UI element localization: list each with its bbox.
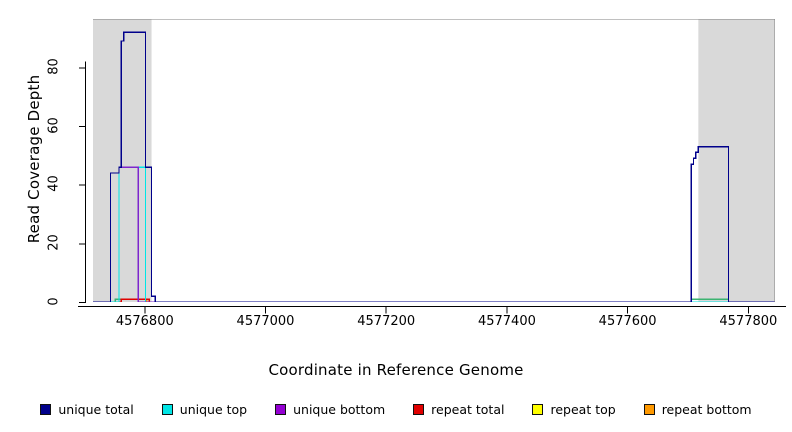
legend-swatch-icon xyxy=(532,403,544,415)
shaded-region xyxy=(698,19,775,302)
legend-label: repeat top xyxy=(550,401,616,417)
x-axis-title: Coordinate in Reference Genome xyxy=(268,361,524,379)
legend-swatch-icon xyxy=(161,403,173,415)
legend-item-repeat-total[interactable]: repeat total xyxy=(413,402,504,417)
legend-label: repeat total xyxy=(431,401,505,417)
y-axis-tick-label: 40 xyxy=(46,175,62,192)
x-axis-tick-label: 4576800 xyxy=(115,314,174,329)
plot-area xyxy=(93,19,775,302)
legend-item-unique-bottom[interactable]: unique bottom xyxy=(275,402,385,417)
y-axis-tick-label: 60 xyxy=(46,116,62,134)
series-line-repeat-total xyxy=(93,298,775,302)
legend-swatch-icon xyxy=(413,403,425,415)
shaded-region xyxy=(93,19,152,302)
series-line-unique-total xyxy=(93,31,775,302)
legend-item-repeat-bottom[interactable]: repeat bottom xyxy=(643,401,752,417)
legend-label: repeat bottom xyxy=(661,401,752,417)
chart-legend: unique total unique top unique bottom repea… xyxy=(0,398,792,420)
legend-swatch-icon xyxy=(643,403,655,415)
plot-canvas xyxy=(93,19,775,302)
y-axis-title: Read Coverage Depth xyxy=(25,74,43,244)
legend-label: unique bottom xyxy=(293,401,386,417)
y-axis-tick-label: 20 xyxy=(46,234,62,251)
series-line-unique-bottom xyxy=(93,145,775,302)
x-axis-tick-label: 4577000 xyxy=(236,314,295,329)
legend-label: unique total xyxy=(58,401,134,417)
y-axis-tick-label: 80 xyxy=(46,58,62,75)
legend-swatch-icon xyxy=(40,403,52,415)
x-axis-tick-label: 4577600 xyxy=(598,314,657,329)
y-axis-tick-label: 0 xyxy=(46,296,62,306)
x-axis-tick-label: 4577200 xyxy=(357,314,416,329)
plot-frame xyxy=(93,19,775,302)
x-axis-tick-label: 4577400 xyxy=(477,314,536,329)
legend-swatch-icon xyxy=(275,403,287,415)
x-axis-tick-label: 4577800 xyxy=(719,314,778,329)
legend-label: unique top xyxy=(179,401,248,417)
legend-item-unique-total[interactable]: unique total xyxy=(40,401,134,417)
legend-item-unique-top[interactable]: unique top xyxy=(161,401,248,417)
series-line-unique-top xyxy=(93,166,775,302)
legend-item-repeat-top[interactable]: repeat top xyxy=(532,401,616,417)
